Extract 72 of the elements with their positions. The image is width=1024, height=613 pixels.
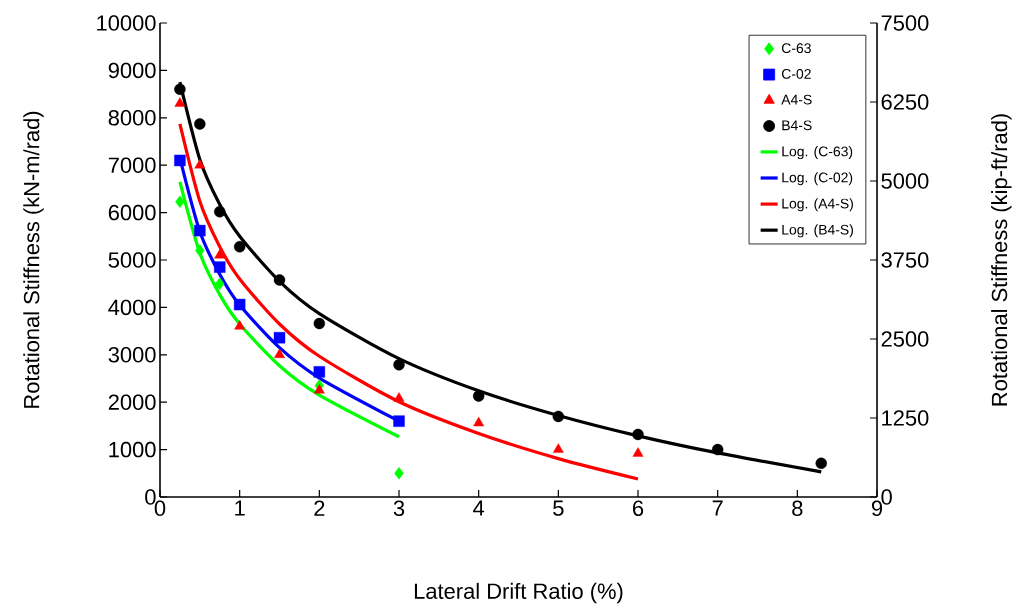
y-tick-label: 1000 (109, 441, 156, 458)
y-tick-label: 3000 (108, 347, 156, 363)
point (174, 154, 186, 167)
point (174, 97, 186, 107)
point (632, 428, 644, 441)
point (472, 390, 485, 402)
legend-label: C-02 (781, 68, 811, 79)
line-series (178, 122, 640, 481)
legend-label: Log. (B4-S) (782, 224, 853, 238)
point (552, 410, 565, 423)
y2-axis-title: Rotational Stiffness (kip-ft/rad) (991, 114, 1012, 406)
x-tick-label: 1 (235, 500, 245, 516)
point (233, 298, 246, 311)
y-tick-label: 0 (145, 489, 156, 505)
y-tick-label: 8000 (108, 110, 156, 126)
point (214, 261, 226, 273)
point (194, 224, 206, 237)
x-tick-label: 2 (314, 500, 325, 516)
point (274, 348, 285, 358)
y2-tick-label: 2500 (881, 331, 929, 347)
point (233, 241, 246, 253)
point (313, 366, 326, 378)
y2-tick-label: 7500 (881, 15, 929, 31)
point (815, 457, 827, 470)
point (273, 332, 286, 344)
point (215, 277, 225, 290)
point (195, 244, 205, 257)
legend-label: C-63 (781, 43, 811, 54)
point (393, 359, 405, 371)
legend-label: Log. (C-02) (782, 172, 853, 186)
y-axis-title: Rotational Stiffness (kN-m/rad) (23, 111, 44, 408)
point (552, 443, 564, 453)
point (394, 467, 404, 480)
legend-label: Log. (A4-S) (782, 198, 853, 212)
point (214, 205, 226, 218)
point (473, 416, 485, 427)
x-tick-label: 8 (792, 500, 803, 517)
y-tick-label: 7000 (108, 157, 156, 173)
y2-tick-label: 1250 (882, 410, 929, 426)
y-tick-label: 9000 (108, 62, 156, 79)
y-tick-label: 4000 (108, 299, 156, 316)
point (175, 195, 185, 208)
y-tick-label: 10000 (97, 15, 156, 31)
legend-label: Log. (C-63) (782, 146, 853, 160)
point (194, 159, 206, 169)
x-tick-label: 4 (473, 500, 485, 516)
point (393, 392, 405, 402)
point (711, 443, 724, 456)
x-tick-label: 9 (871, 500, 883, 517)
point (313, 384, 325, 394)
y2-tick-label: 0 (881, 489, 892, 505)
y-tick-label: 2000 (108, 394, 156, 410)
point (174, 83, 186, 96)
x-tick-label: 7 (712, 500, 723, 516)
point (214, 249, 226, 259)
x-axis-title: Lateral Drift Ratio (%) (414, 582, 623, 604)
point (273, 274, 286, 286)
x-tick-label: 5 (553, 500, 564, 516)
y2-tick-label: 6250 (881, 94, 929, 110)
point (313, 317, 326, 330)
point (632, 447, 644, 457)
legend-label: A4-S (781, 94, 812, 105)
point (194, 118, 206, 130)
point (234, 320, 246, 330)
y-tick-label: 5000 (108, 252, 156, 268)
legend-label: B4-S (782, 120, 812, 131)
y2-tick-label: 5000 (881, 173, 929, 189)
y2-tick-label: 3750 (881, 252, 929, 268)
x-tick-label: 3 (393, 500, 405, 517)
y-tick-label: 6000 (108, 204, 156, 221)
point (393, 415, 405, 427)
x-tick-label: 6 (633, 500, 644, 517)
